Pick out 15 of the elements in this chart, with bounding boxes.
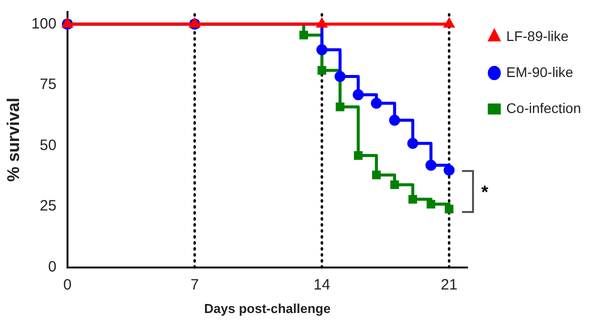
y-tick-label: 25 xyxy=(40,198,56,215)
x-axis-title: Days post-challenge xyxy=(204,300,331,316)
y-tick-label: 0 xyxy=(48,258,56,276)
y-axis-title: % survival xyxy=(4,98,23,182)
y-tick-label: 100 xyxy=(31,15,56,32)
legend-label: EM-90-like xyxy=(506,64,574,80)
y-tick-label: 75 xyxy=(40,76,56,94)
x-tick-label: 21 xyxy=(440,276,458,294)
legend-label: Co-infection xyxy=(506,100,581,116)
x-tick-label: 14 xyxy=(314,276,330,294)
x-tick-label: 7 xyxy=(190,276,199,294)
legend-label: LF-89-like xyxy=(506,28,569,44)
y-tick-label: 50 xyxy=(40,136,56,154)
text: * xyxy=(481,182,488,203)
x-tick-label: 0 xyxy=(63,276,72,294)
